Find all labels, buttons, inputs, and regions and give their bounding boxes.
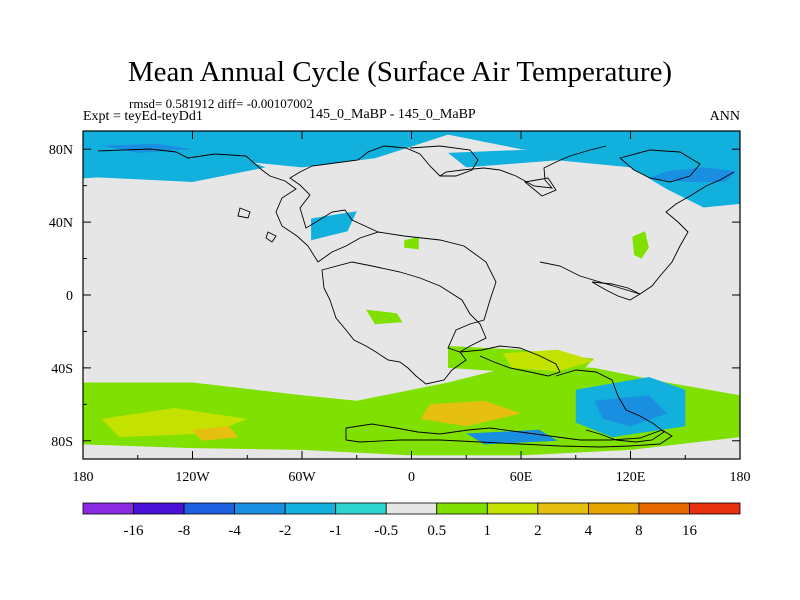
region-north-america-cyan — [311, 211, 357, 241]
x-tick-label: 60W — [288, 470, 316, 485]
x-tick-label: 120E — [616, 470, 646, 485]
colorbar-box — [385, 502, 438, 515]
x-axis: 180 120W 60W 0 60E 120E 180 — [73, 131, 751, 485]
x-tick-label: 0 — [408, 470, 415, 485]
colorbar-box — [82, 502, 134, 515]
colorbar-box — [284, 502, 337, 515]
colorbar-label: 0.5 — [427, 523, 446, 539]
stats-line: rmsd= 0.581912 diff= -0.00107002 — [129, 96, 313, 111]
y-tick-label: 80S — [51, 435, 73, 450]
colorbar-label: -0.5 — [374, 523, 398, 539]
experiment-label: Expt = teyEd-teyDd1 — [83, 109, 203, 124]
colorbar-box — [486, 502, 539, 515]
y-tick-label: 40N — [49, 216, 73, 231]
colorbar-box — [537, 502, 589, 515]
colorbar-box — [436, 502, 488, 515]
coastlines — [97, 145, 735, 448]
colorbar-label: -2 — [279, 523, 292, 539]
coastline-north-america — [97, 145, 607, 263]
anomaly-regions — [83, 131, 740, 456]
colorbar-label: -16 — [124, 523, 144, 539]
coastline-antarctica — [345, 423, 673, 448]
experiment-name: 145_0_MaBP - 145_0_MaBP — [309, 107, 476, 122]
region-antarctic-blue — [466, 429, 558, 445]
colorbar-boxes — [82, 502, 741, 515]
region-southern-ocean-orange-2 — [420, 400, 521, 427]
y-axis: 80N 40N 0 40S 80S — [49, 143, 740, 450]
colorbar-box — [183, 502, 236, 515]
colorbar-label: -4 — [228, 523, 241, 539]
colorbar-box — [638, 502, 690, 515]
season-label: ANN — [709, 109, 740, 124]
x-tick-label: 120W — [175, 470, 210, 485]
colorbar-label: -1 — [329, 523, 342, 539]
coastline-greenland — [409, 145, 479, 177]
x-tick-label: 180 — [73, 470, 94, 485]
colorbar-label: 8 — [635, 523, 643, 539]
coastline-africa — [377, 231, 561, 377]
region-arctic-pacific-cyan — [83, 131, 740, 179]
region-southern-ocean-green — [83, 364, 740, 456]
region-asia-green — [632, 231, 649, 259]
y-tick-label: 40S — [51, 362, 73, 377]
coastline-indonesia — [591, 281, 641, 301]
region-arctic-east-cyan — [448, 149, 740, 208]
coastline-south-america — [321, 261, 487, 385]
colorbar-box — [133, 502, 185, 515]
colorbar-labels: -16 -8 -4 -2 -1 -0.5 0.5 1 2 4 8 16 — [124, 523, 698, 539]
x-tick-label: 180 — [730, 470, 751, 485]
colorbar-label: 4 — [585, 523, 593, 539]
chart-title: Mean Annual Cycle (Surface Air Temperatu… — [127, 56, 673, 88]
region-siberia-blue — [648, 167, 737, 182]
region-arctic-north-blue — [101, 143, 193, 153]
y-tick-label: 80N — [49, 143, 73, 158]
region-southern-ocean-orange — [192, 426, 239, 441]
colorbar-box — [689, 502, 741, 515]
colorbar-label: 1 — [484, 523, 492, 539]
colorbar-label: -8 — [178, 523, 191, 539]
x-tick-label: 60E — [510, 470, 533, 485]
colorbar-box — [335, 502, 387, 515]
y-tick-label: 0 — [66, 289, 73, 304]
colorbar-label: 2 — [534, 523, 542, 539]
region-southern-ocean-blue — [594, 395, 667, 427]
coastline-arctic-islands — [237, 149, 701, 243]
region-atlantic-green — [365, 309, 403, 325]
region-africa-green — [404, 236, 419, 250]
coastline-asia — [539, 171, 735, 295]
colorbar-box — [587, 502, 640, 515]
coastline-australia — [555, 369, 665, 443]
colorbar-label: 16 — [682, 523, 698, 539]
region-north-pacific-cyan — [83, 152, 266, 182]
colorbar-box — [234, 502, 286, 515]
